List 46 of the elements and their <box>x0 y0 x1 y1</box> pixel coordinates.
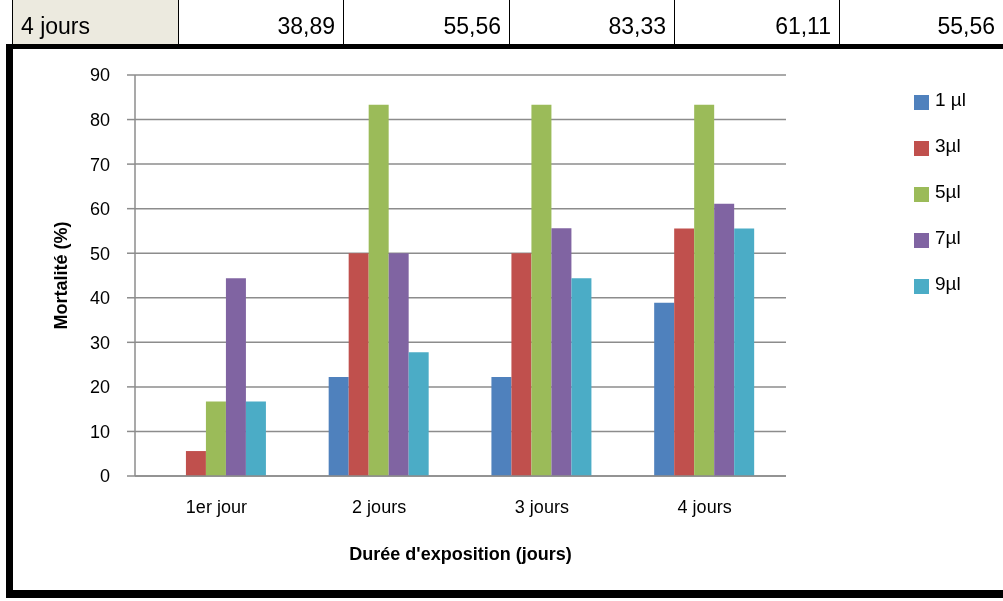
y-tick-label: 80 <box>89 109 110 130</box>
bar <box>408 352 429 476</box>
y-axis-title: Mortalité (%) <box>51 221 72 330</box>
bar <box>694 104 715 476</box>
bar <box>245 401 266 476</box>
legend-label: 7µl <box>935 227 961 248</box>
text: 4 jours <box>21 13 91 39</box>
bar <box>368 104 389 476</box>
y-tick-label: 0 <box>99 466 110 487</box>
legend-label: 5µl <box>935 181 961 202</box>
legend-label: 1 µl <box>935 89 967 110</box>
bar <box>225 278 246 476</box>
y-tick-label: 30 <box>89 332 110 353</box>
x-tick-label: 3 jours <box>514 496 569 517</box>
bar <box>185 451 206 476</box>
bar <box>348 253 369 476</box>
y-tick-label: 10 <box>89 421 110 442</box>
bar <box>714 203 735 476</box>
y-tick-label: 50 <box>89 243 110 264</box>
y-tick-label: 70 <box>89 154 110 175</box>
legend-label: 9µl <box>935 273 961 294</box>
text: 38,89 <box>277 13 335 39</box>
bar <box>491 377 512 476</box>
bar <box>511 253 532 476</box>
y-tick-label: 40 <box>89 288 110 309</box>
bar <box>328 377 349 476</box>
text: 55,56 <box>937 13 995 39</box>
x-tick-label: 1er jour <box>185 496 247 517</box>
y-tick-label: 90 <box>89 65 110 86</box>
y-tick-label: 20 <box>89 377 110 398</box>
bar <box>531 104 552 476</box>
bar <box>388 253 409 476</box>
text: 55,56 <box>443 13 501 39</box>
text: 61,11 <box>775 13 831 39</box>
bar <box>734 228 755 476</box>
y-tick-label: 60 <box>89 199 110 220</box>
bar <box>205 401 226 476</box>
bar <box>674 228 695 476</box>
bar <box>571 278 592 476</box>
text: 83,33 <box>608 13 666 39</box>
x-axis-title: Durée d'exposition (jours) <box>349 544 572 564</box>
x-tick-label: 2 jours <box>352 496 407 517</box>
bar <box>551 228 572 476</box>
x-tick-label: 4 jours <box>677 496 732 517</box>
bar <box>654 302 675 476</box>
legend-label: 3µl <box>935 135 961 156</box>
